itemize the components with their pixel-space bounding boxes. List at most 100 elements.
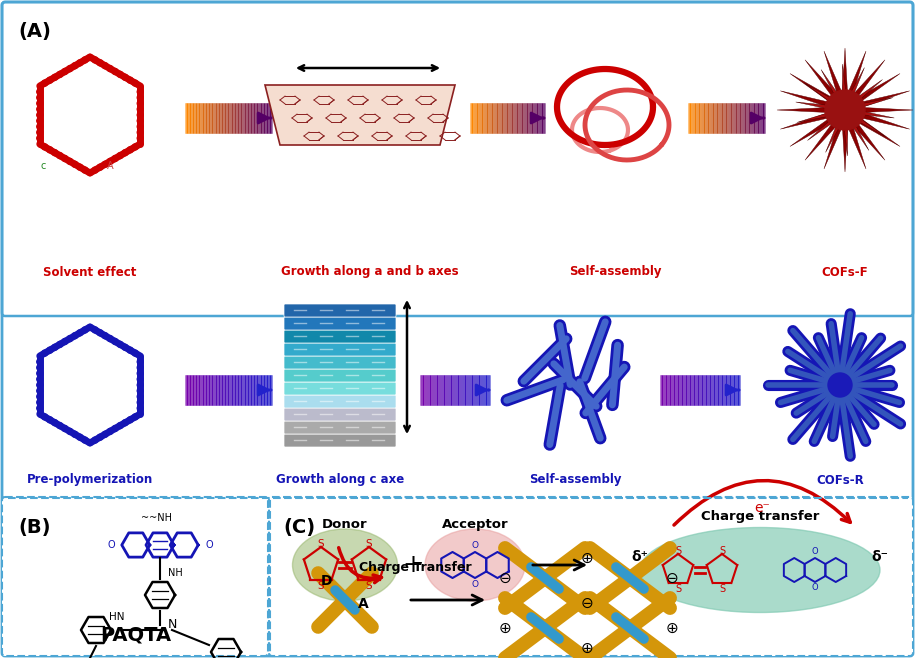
- Text: Growth along c axe: Growth along c axe: [276, 474, 404, 486]
- FancyBboxPatch shape: [284, 356, 396, 369]
- Text: ⊖: ⊖: [665, 570, 678, 586]
- Circle shape: [62, 68, 68, 74]
- Circle shape: [37, 89, 43, 95]
- Circle shape: [77, 60, 83, 66]
- Circle shape: [137, 399, 144, 405]
- Circle shape: [37, 370, 43, 376]
- Text: A: A: [107, 161, 114, 171]
- Polygon shape: [847, 68, 865, 100]
- Circle shape: [37, 112, 43, 118]
- Text: N: N: [168, 619, 178, 632]
- FancyBboxPatch shape: [284, 304, 396, 317]
- FancyBboxPatch shape: [284, 330, 396, 343]
- Circle shape: [52, 420, 58, 426]
- Text: O: O: [107, 540, 114, 550]
- Text: Pre-polymerization: Pre-polymerization: [27, 474, 153, 486]
- Circle shape: [42, 350, 48, 356]
- Polygon shape: [777, 107, 827, 113]
- Circle shape: [72, 161, 78, 167]
- Text: ~~NH: ~~NH: [142, 513, 173, 523]
- Text: Growth along a and b axes: Growth along a and b axes: [281, 265, 458, 278]
- Circle shape: [137, 89, 144, 95]
- Text: Charge Transfer: Charge Transfer: [359, 561, 471, 574]
- Polygon shape: [824, 51, 842, 94]
- Text: ⊖: ⊖: [499, 570, 511, 586]
- Polygon shape: [797, 111, 834, 122]
- Circle shape: [47, 77, 53, 83]
- Circle shape: [47, 347, 53, 353]
- Polygon shape: [843, 128, 847, 172]
- Circle shape: [123, 150, 128, 156]
- Text: c: c: [40, 161, 46, 171]
- Text: Solvent effect: Solvent effect: [43, 265, 136, 278]
- Circle shape: [137, 393, 144, 399]
- Circle shape: [132, 144, 138, 150]
- Circle shape: [37, 399, 43, 405]
- FancyBboxPatch shape: [284, 434, 396, 447]
- Circle shape: [132, 350, 138, 356]
- Circle shape: [137, 124, 144, 130]
- Circle shape: [137, 388, 144, 393]
- Text: Charge transfer: Charge transfer: [701, 510, 819, 523]
- Circle shape: [72, 333, 78, 339]
- Circle shape: [52, 344, 58, 350]
- Text: NH: NH: [168, 568, 183, 578]
- Text: O: O: [471, 580, 479, 589]
- Polygon shape: [790, 118, 832, 147]
- Circle shape: [102, 431, 108, 438]
- Circle shape: [117, 342, 124, 347]
- Circle shape: [137, 382, 144, 388]
- Text: +: +: [403, 553, 424, 577]
- Circle shape: [97, 60, 103, 66]
- Polygon shape: [849, 119, 869, 151]
- Circle shape: [37, 405, 43, 411]
- Circle shape: [137, 365, 144, 370]
- Circle shape: [137, 405, 144, 411]
- Polygon shape: [808, 116, 837, 140]
- Circle shape: [127, 147, 134, 153]
- Circle shape: [107, 66, 113, 72]
- Circle shape: [37, 382, 43, 388]
- Text: O: O: [471, 541, 479, 550]
- Polygon shape: [856, 97, 893, 109]
- Circle shape: [117, 153, 124, 159]
- Circle shape: [137, 376, 144, 382]
- Polygon shape: [848, 126, 866, 169]
- Polygon shape: [805, 123, 836, 160]
- Text: O: O: [205, 540, 213, 550]
- Polygon shape: [848, 51, 866, 94]
- Circle shape: [37, 135, 43, 141]
- Circle shape: [37, 393, 43, 399]
- Circle shape: [97, 164, 103, 170]
- Text: Self-assembly: Self-assembly: [529, 474, 621, 486]
- Circle shape: [92, 437, 98, 443]
- FancyBboxPatch shape: [284, 395, 396, 408]
- Text: S: S: [719, 584, 725, 594]
- Circle shape: [37, 101, 43, 107]
- Text: S: S: [318, 539, 324, 549]
- Circle shape: [37, 376, 43, 382]
- Polygon shape: [844, 122, 847, 156]
- Polygon shape: [858, 118, 900, 147]
- Polygon shape: [790, 74, 832, 101]
- Ellipse shape: [293, 529, 397, 601]
- Circle shape: [107, 428, 113, 434]
- Polygon shape: [854, 123, 885, 160]
- Text: (C): (C): [283, 518, 315, 537]
- Text: (A): (A): [18, 22, 51, 41]
- Polygon shape: [780, 113, 829, 129]
- Circle shape: [52, 74, 58, 80]
- Circle shape: [132, 80, 138, 86]
- Circle shape: [117, 422, 124, 428]
- Circle shape: [127, 77, 134, 83]
- FancyBboxPatch shape: [284, 421, 396, 434]
- Circle shape: [37, 130, 43, 136]
- Text: S: S: [675, 546, 681, 556]
- Polygon shape: [853, 80, 882, 104]
- Polygon shape: [856, 110, 894, 118]
- Text: PAQTA: PAQTA: [100, 626, 171, 644]
- Circle shape: [67, 336, 73, 342]
- Circle shape: [77, 434, 83, 440]
- Circle shape: [37, 106, 43, 113]
- Circle shape: [37, 359, 43, 365]
